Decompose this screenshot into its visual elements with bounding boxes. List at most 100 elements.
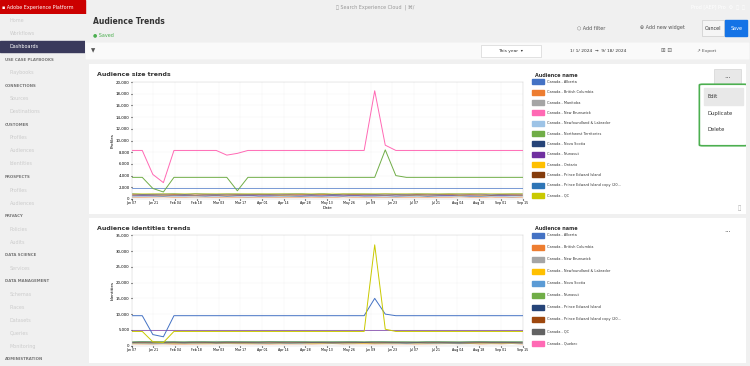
Text: Profiles: Profiles	[10, 187, 28, 193]
Bar	[532, 281, 544, 286]
Text: Monitoring: Monitoring	[10, 344, 37, 349]
Text: Canada - Manitoba: Canada - Manitoba	[547, 101, 580, 105]
Text: PRIVACY: PRIVACY	[5, 214, 24, 218]
Text: Canada - British Columbia: Canada - British Columbia	[547, 90, 593, 94]
Text: Identities: Identities	[10, 161, 33, 167]
Text: Canada - QC: Canada - QC	[547, 194, 568, 198]
Text: Canada - New Brunswick: Canada - New Brunswick	[547, 111, 590, 115]
Bar	[532, 152, 544, 157]
Text: Canada - Quebec: Canada - Quebec	[547, 341, 577, 345]
Bar	[532, 193, 544, 198]
Text: Canada - Nunavut: Canada - Nunavut	[547, 294, 578, 297]
Text: Schemas: Schemas	[10, 292, 32, 297]
Text: Audience identities trends: Audience identities trends	[97, 226, 190, 231]
Bar	[0, 0, 85, 14]
X-axis label: Date: Date	[322, 206, 332, 210]
Text: ⊞ ⊟: ⊞ ⊟	[662, 49, 672, 53]
Text: ADMINISTRATION: ADMINISTRATION	[5, 358, 44, 362]
Text: Workflows: Workflows	[10, 31, 35, 36]
Bar	[532, 131, 544, 136]
Bar	[532, 183, 544, 188]
Text: Canada - New Brunswick: Canada - New Brunswick	[547, 257, 590, 261]
Bar	[532, 245, 544, 250]
Text: Audits: Audits	[10, 240, 26, 244]
Y-axis label: Identities: Identities	[110, 281, 115, 300]
Text: Duplicate: Duplicate	[708, 111, 734, 116]
Text: ⤡: ⤡	[738, 206, 742, 211]
Bar	[532, 100, 544, 105]
Bar	[532, 162, 544, 167]
Text: Canada - British Columbia: Canada - British Columbia	[547, 246, 593, 249]
FancyBboxPatch shape	[86, 217, 748, 363]
FancyBboxPatch shape	[699, 84, 747, 146]
Text: Canada - Newfoundland & Labrador: Canada - Newfoundland & Labrador	[547, 269, 610, 273]
Text: Canada - Alberta: Canada - Alberta	[547, 80, 576, 84]
Text: Datasets: Datasets	[10, 318, 32, 323]
Text: CONNECTIONS: CONNECTIONS	[5, 84, 37, 88]
Text: Audience name: Audience name	[536, 73, 578, 78]
Bar	[532, 121, 544, 126]
Text: PROSPECTS: PROSPECTS	[5, 175, 31, 179]
Text: Queries: Queries	[10, 331, 28, 336]
Text: ···: ···	[724, 75, 731, 81]
Text: ⬡ Add filter: ⬡ Add filter	[577, 26, 605, 30]
Text: Canada - Newfoundland & Labrador: Canada - Newfoundland & Labrador	[547, 122, 610, 126]
Text: Save: Save	[730, 26, 742, 30]
Text: Canada - Nova Scotia: Canada - Nova Scotia	[547, 142, 585, 146]
Text: Cancel: Cancel	[705, 26, 722, 30]
Text: Edit: Edit	[708, 94, 718, 100]
Text: Audiences: Audiences	[10, 201, 35, 206]
Bar	[715, 68, 741, 88]
Text: Delete: Delete	[708, 127, 725, 132]
Bar	[532, 233, 544, 238]
Text: DATA SCIENCE: DATA SCIENCE	[5, 253, 36, 257]
Text: Canada - Prince Edward Island: Canada - Prince Edward Island	[547, 305, 601, 309]
FancyBboxPatch shape	[86, 63, 748, 214]
Text: ▪ Adobe Experience Platform: ▪ Adobe Experience Platform	[2, 4, 74, 10]
Text: ⊕ Add new widget: ⊕ Add new widget	[640, 26, 686, 30]
Bar	[481, 45, 541, 57]
Text: ▼: ▼	[91, 49, 95, 53]
Bar	[532, 79, 544, 85]
Bar	[532, 269, 544, 274]
Text: Policies: Policies	[10, 227, 28, 232]
Text: Profiles: Profiles	[10, 135, 28, 140]
Bar	[532, 172, 544, 178]
Text: Dashboards: Dashboards	[10, 44, 39, 49]
Text: Prod [AEP] Pro  ⚙  🔔  👤: Prod [AEP] Pro ⚙ 🔔 👤	[692, 4, 745, 10]
Text: Canada - Nunavut: Canada - Nunavut	[547, 152, 578, 156]
Text: Canada - Alberta: Canada - Alberta	[547, 234, 576, 238]
Bar	[532, 341, 544, 346]
Bar	[725, 20, 747, 36]
Bar	[532, 142, 544, 146]
Y-axis label: Profiles: Profiles	[110, 133, 115, 148]
Text: Playbooks: Playbooks	[10, 70, 34, 75]
Text: Home: Home	[10, 18, 25, 23]
Text: Audiences: Audiences	[10, 148, 35, 153]
Text: Audience Trends: Audience Trends	[93, 17, 165, 26]
Text: Audience size trends: Audience size trends	[97, 72, 170, 77]
Bar	[532, 257, 544, 262]
Text: Sources: Sources	[10, 96, 29, 101]
Text: Services: Services	[10, 266, 31, 271]
Bar	[532, 305, 544, 310]
Bar	[702, 20, 724, 36]
Text: ···: ···	[724, 229, 731, 235]
Bar	[532, 90, 544, 95]
Text: 🔍 Search Experience Cloud  | ⌘/: 🔍 Search Experience Cloud | ⌘/	[336, 4, 414, 10]
Text: Canada - Prince Edward Island copy (20…: Canada - Prince Edward Island copy (20…	[547, 183, 621, 187]
Bar	[532, 111, 544, 115]
Bar	[532, 329, 544, 334]
Text: Canada - Prince Edward Island copy (20…: Canada - Prince Edward Island copy (20…	[547, 317, 621, 321]
Bar	[532, 293, 544, 298]
Bar	[532, 317, 544, 322]
Text: Canada - QC: Canada - QC	[547, 329, 568, 333]
Text: This year  ▾: This year ▾	[498, 49, 523, 53]
Text: Canada - Ontario: Canada - Ontario	[547, 163, 577, 167]
Text: Canada - Nova Scotia: Canada - Nova Scotia	[547, 281, 585, 285]
Text: 1/ 1/ 2024  →  9/ 18/ 2024: 1/ 1/ 2024 → 9/ 18/ 2024	[571, 49, 627, 53]
Text: DATA MANAGEMENT: DATA MANAGEMENT	[5, 279, 50, 283]
Text: Audience name: Audience name	[536, 227, 578, 231]
Text: Places: Places	[10, 305, 26, 310]
Bar	[704, 88, 742, 105]
